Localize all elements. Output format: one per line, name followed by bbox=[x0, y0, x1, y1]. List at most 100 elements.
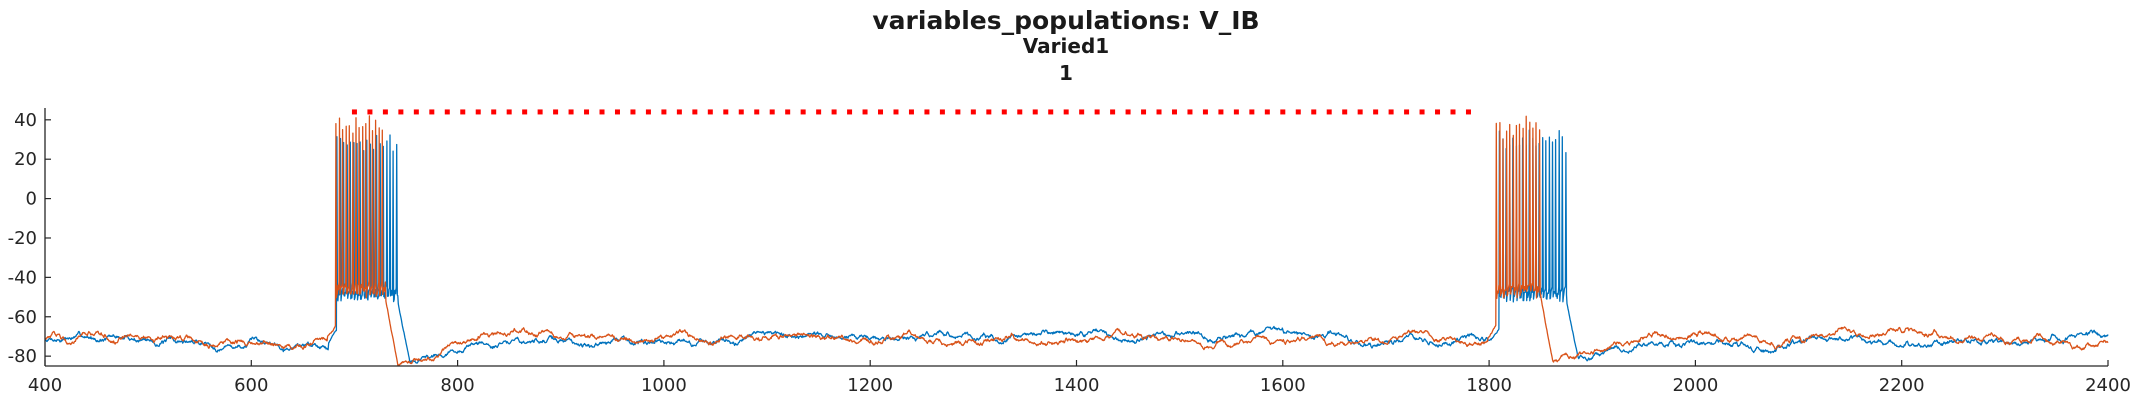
stimulus-marker-point bbox=[1404, 109, 1410, 115]
x-tick-label: 400 bbox=[28, 375, 62, 396]
stimulus-marker-point bbox=[367, 109, 373, 115]
x-tick-label: 2000 bbox=[1672, 375, 1718, 396]
stimulus-marker-point bbox=[1435, 109, 1441, 115]
stimulus-marker-point bbox=[1017, 109, 1023, 115]
stimulus-marker-point bbox=[800, 109, 806, 115]
stimulus-marker-point bbox=[599, 109, 605, 115]
chart-subtitle-index: 1 bbox=[1059, 61, 1073, 85]
stimulus-marker-point bbox=[893, 109, 899, 115]
stimulus-marker-point bbox=[1450, 109, 1456, 115]
stimulus-marker-point bbox=[878, 109, 884, 115]
stimulus-marker-point bbox=[1202, 109, 1208, 115]
x-tick-label: 1200 bbox=[847, 375, 893, 396]
stimulus-marker-point bbox=[1032, 109, 1038, 115]
stimulus-marker-point bbox=[413, 109, 419, 115]
stimulus-marker-point bbox=[614, 109, 620, 115]
stimulus-marker-point bbox=[970, 109, 976, 115]
stimulus-marker-point bbox=[1373, 109, 1379, 115]
y-tick-label: -40 bbox=[8, 267, 37, 288]
y-tick-label: -60 bbox=[8, 307, 37, 328]
x-tick-label: 2400 bbox=[2085, 375, 2131, 396]
stimulus-marker-point bbox=[491, 109, 497, 115]
stimulus-marker-point bbox=[1264, 109, 1270, 115]
x-tick-label: 600 bbox=[234, 375, 268, 396]
stimulus-marker-point bbox=[1218, 109, 1224, 115]
stimulus-marker-point bbox=[785, 109, 791, 115]
x-tick-label: 800 bbox=[440, 375, 474, 396]
stimulus-marker-point bbox=[1187, 109, 1193, 115]
stimulus-marker-point bbox=[522, 109, 528, 115]
stimulus-marker-point bbox=[816, 109, 822, 115]
stimulus-marker-point bbox=[754, 109, 760, 115]
stimulus-marker-point bbox=[537, 109, 543, 115]
y-ticks: -80 -60 -40 -20 0 20 40 bbox=[8, 110, 51, 367]
stimulus-marker-point bbox=[1141, 109, 1147, 115]
y-tick-label: -20 bbox=[8, 228, 37, 249]
stimulus-marker-point bbox=[1419, 109, 1425, 115]
chart-subtitle: Varied1 bbox=[1023, 34, 1109, 58]
series-layer bbox=[44, 115, 2109, 366]
chart-title: variables_populations: V_IB bbox=[872, 6, 1259, 35]
x-tick-label: 1800 bbox=[1466, 375, 1512, 396]
stimulus-marker-point bbox=[692, 109, 698, 115]
x-tick-label: 1400 bbox=[1054, 375, 1100, 396]
x-tick-label: 1600 bbox=[1260, 375, 1306, 396]
x-ticks: 400 600 800 1000 1200 1400 1600 1800 2000 2200 240… bbox=[28, 360, 2131, 396]
stimulus-marker-point bbox=[1079, 109, 1085, 115]
series-line-2 bbox=[44, 115, 2109, 366]
stimulus-marker-point bbox=[1249, 109, 1255, 115]
y-tick-label: -80 bbox=[8, 346, 37, 367]
stimulus-marker-point bbox=[1357, 109, 1363, 115]
stimulus-marker-point bbox=[382, 109, 388, 115]
stimulus-marker-point bbox=[1295, 109, 1301, 115]
stimulus-marker-point bbox=[955, 109, 961, 115]
stimulus-marker-point bbox=[1388, 109, 1394, 115]
stimulus-marker-point bbox=[676, 109, 682, 115]
stimulus-marker-point bbox=[553, 109, 559, 115]
stimulus-marker-point bbox=[398, 109, 404, 115]
stimulus-marker-point bbox=[645, 109, 651, 115]
stimulus-marker-point bbox=[475, 109, 481, 115]
y-tick-label: 0 bbox=[26, 189, 37, 210]
stimulus-marker-point bbox=[908, 109, 914, 115]
stimulus-marker-point bbox=[1311, 109, 1317, 115]
x-tick-label: 1000 bbox=[641, 375, 687, 396]
stimulus-marker-point bbox=[1326, 109, 1332, 115]
stimulus-marker-point bbox=[986, 109, 992, 115]
stimulus-marker-point bbox=[1063, 109, 1069, 115]
stimulus-marker-point bbox=[769, 109, 775, 115]
stimulus-marker-point bbox=[862, 109, 868, 115]
stimulus-marker-point bbox=[1156, 109, 1162, 115]
stimulus-markers bbox=[351, 109, 1471, 115]
stimulus-marker-point bbox=[707, 109, 713, 115]
stimulus-marker-point bbox=[1233, 109, 1239, 115]
y-tick-label: 20 bbox=[14, 149, 37, 170]
stimulus-marker-point bbox=[1465, 109, 1471, 115]
stimulus-marker-point bbox=[831, 109, 837, 115]
stimulus-marker-point bbox=[1171, 109, 1177, 115]
stimulus-marker-point bbox=[1094, 109, 1100, 115]
stimulus-marker-point bbox=[1110, 109, 1116, 115]
stimulus-marker-point bbox=[444, 109, 450, 115]
y-tick-label: 40 bbox=[14, 110, 37, 131]
stimulus-marker-point bbox=[939, 109, 945, 115]
stimulus-marker-point bbox=[738, 109, 744, 115]
stimulus-marker-point bbox=[924, 109, 930, 115]
stimulus-marker-point bbox=[568, 109, 574, 115]
stimulus-marker-point bbox=[506, 109, 512, 115]
series-line-1 bbox=[44, 129, 2109, 364]
stimulus-marker-point bbox=[723, 109, 729, 115]
stimulus-marker-point bbox=[1280, 109, 1286, 115]
stimulus-marker-point bbox=[351, 109, 357, 115]
stimulus-marker-point bbox=[630, 109, 636, 115]
stimulus-marker-point bbox=[1342, 109, 1348, 115]
plot-area: 400 600 800 1000 1200 1400 1600 1800 2000 2200 240… bbox=[8, 108, 2131, 396]
stimulus-marker-point bbox=[1001, 109, 1007, 115]
x-tick-label: 2200 bbox=[1879, 375, 1925, 396]
stimulus-marker-point bbox=[847, 109, 853, 115]
stimulus-marker-point bbox=[584, 109, 590, 115]
stimulus-marker-point bbox=[661, 109, 667, 115]
stimulus-marker-point bbox=[460, 109, 466, 115]
stimulus-marker-point bbox=[1048, 109, 1054, 115]
